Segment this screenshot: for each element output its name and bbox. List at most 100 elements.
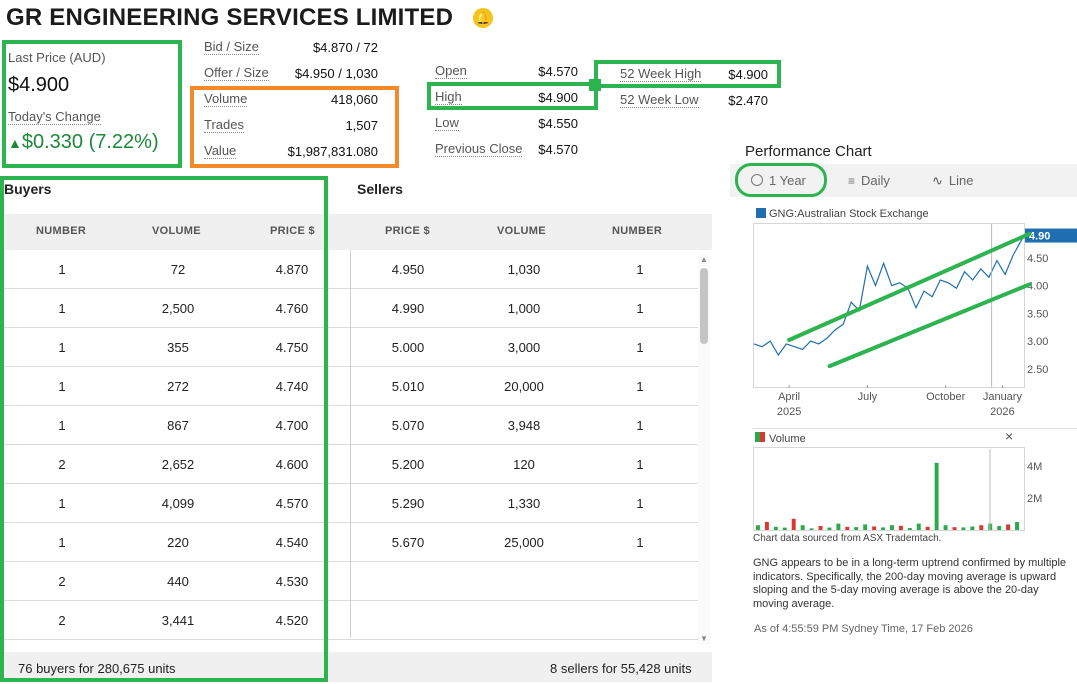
volume-bar <box>952 527 957 530</box>
buyer-cell: 4.520 <box>275 613 309 628</box>
bars-icon: ≡ <box>848 174 856 188</box>
stat-volume: Volume 418,060 <box>204 91 378 107</box>
tab-daily[interactable]: ≡ Daily <box>848 173 890 188</box>
stat-value: $4.950 / 1,030 <box>294 66 378 81</box>
seller-cell: 20,000 <box>504 379 544 394</box>
col-header-sellers-price: PRICE $ <box>385 225 430 237</box>
price-series-line <box>753 235 1025 357</box>
buyer-cell: 4.870 <box>275 262 309 277</box>
performance-chart-title: Performance Chart <box>745 143 872 160</box>
as-of-timestamp: As of 4:55:59 PM Sydney Time, 17 Feb 202… <box>754 623 973 635</box>
highlight-last-price <box>2 40 182 168</box>
page-title: GR ENGINEERING SERVICES LIMITED <box>6 4 454 31</box>
stat-label: Trades <box>204 117 244 133</box>
volume-bar <box>872 526 877 530</box>
y-tick-label: 3.00 <box>1027 336 1048 348</box>
tab-1-year[interactable]: 1 Year <box>751 173 806 188</box>
buyer-cell: 1 <box>58 535 66 550</box>
volume-bar <box>916 523 921 530</box>
bell-icon[interactable]: 🔔 <box>473 8 493 28</box>
todays-change-label: Today's Change <box>8 109 101 125</box>
stat-bid-size: Bid / Size $4.870 / 72 <box>204 39 378 55</box>
volume-bar <box>764 522 769 530</box>
buyer-cell: 3,441 <box>161 613 195 628</box>
up-arrow-icon: ▲ <box>8 135 22 151</box>
stat-label: Previous Close <box>435 141 523 157</box>
highlight-volume-stats <box>190 86 399 168</box>
close-icon[interactable]: × <box>1005 428 1014 444</box>
stat-label: Value <box>204 143 237 159</box>
y-tick-label: 3.50 <box>1027 308 1048 320</box>
highlight-buyers <box>0 176 328 682</box>
x-tick-label: January <box>983 391 1023 403</box>
scrollbar-track[interactable] <box>698 254 710 644</box>
stat-label: 52 Week High <box>620 66 702 82</box>
tab-line[interactable]: ∿ Line <box>932 173 973 189</box>
scrollbar-thumb[interactable] <box>700 268 708 344</box>
scroll-down-icon[interactable]: ▼ <box>700 634 708 643</box>
col-header-buyers-volume: VOLUME <box>152 225 201 237</box>
seller-cell: 1 <box>636 262 644 277</box>
volume-legend: Volume <box>769 433 806 445</box>
volume-bar <box>863 524 868 530</box>
buyer-cell: 4.750 <box>275 340 309 355</box>
scroll-up-icon[interactable]: ▲ <box>700 255 708 264</box>
stat-value: $4.900 <box>538 90 578 105</box>
seller-cell: 1,330 <box>507 496 541 511</box>
volume-bar <box>907 528 912 530</box>
stat-label: Open <box>435 63 467 79</box>
buyer-cell: 220 <box>167 535 189 550</box>
stat-label: Volume <box>204 91 248 107</box>
stat-label: Bid / Size <box>204 39 259 55</box>
seller-cell: 1 <box>636 457 644 472</box>
stat-label: Low <box>435 115 459 131</box>
book-divider <box>350 250 351 638</box>
seller-cell: 3,000 <box>507 340 541 355</box>
volume-bar <box>800 525 805 530</box>
legend-swatch <box>756 208 766 218</box>
buyer-cell: 4.760 <box>275 301 309 316</box>
volume-bar <box>854 527 859 530</box>
buyer-cell: 2,500 <box>161 301 195 316</box>
seller-cell: 25,000 <box>504 535 544 550</box>
buyer-cell: 1 <box>58 340 66 355</box>
last-price-marker-label: 4.90 <box>1029 231 1050 243</box>
volume-bar <box>756 525 760 530</box>
volume-bar <box>1006 524 1011 530</box>
volume-bar <box>898 525 903 530</box>
y-tick-label: 4.00 <box>1027 281 1048 293</box>
buyer-cell: 4.700 <box>275 418 309 433</box>
tab-label: Daily <box>861 173 890 188</box>
buyer-cell: 2,652 <box>161 457 195 472</box>
seller-cell: 5.200 <box>391 457 425 472</box>
row-divider <box>4 366 698 367</box>
volume-header <box>753 428 1077 446</box>
chart-legend: GNG:Australian Stock Exchange <box>769 208 929 220</box>
volume-bar <box>845 526 850 530</box>
row-divider <box>4 639 698 640</box>
buyer-cell: 1 <box>58 418 66 433</box>
seller-cell: 1 <box>636 535 644 550</box>
stat-low: Low $4.550 <box>435 115 578 131</box>
volume-bar <box>970 526 975 530</box>
stat-previous-close: Previous Close $4.570 <box>435 141 578 157</box>
sellers-heading: Sellers <box>357 181 403 197</box>
seller-cell: 1 <box>636 379 644 394</box>
last-price-marker <box>1025 228 1077 243</box>
stat-high: High $4.900 <box>435 89 578 105</box>
highlight-high <box>427 82 598 110</box>
seller-cell: 1 <box>636 340 644 355</box>
volume-swatch-up <box>755 432 760 442</box>
seller-cell: 4.950 <box>391 262 425 277</box>
seller-cell: 1,030 <box>507 262 541 277</box>
volume-bar <box>961 527 966 530</box>
stat-value: $1,987,831.080 <box>287 144 378 159</box>
clock-icon <box>751 174 763 186</box>
stat-value: $4.570 <box>538 64 578 79</box>
highlight-52-week-high <box>594 60 781 88</box>
highlight-connector <box>589 79 601 91</box>
stat-value: $4.550 <box>538 116 578 131</box>
stat-value: 418,060 <box>331 92 378 107</box>
buyers-heading: Buyers <box>4 181 52 197</box>
row-divider <box>4 288 698 289</box>
